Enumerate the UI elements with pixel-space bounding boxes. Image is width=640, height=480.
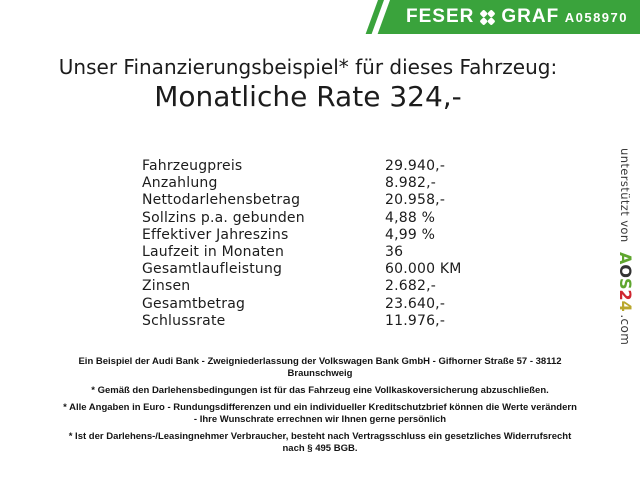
table-row: Sollzins p.a. gebunden 4,88 %	[142, 210, 462, 227]
table-row: Laufzeit in Monaten 36	[142, 244, 462, 261]
row-value: 20.958,-	[385, 192, 446, 209]
row-label: Gesamtbetrag	[142, 295, 246, 312]
disclaimer-line: Braunschweig	[287, 368, 353, 379]
brand-logo: FESER GRAF	[406, 6, 559, 28]
header-banner: FESER GRAF A058970	[0, 0, 640, 34]
table-row: Fahrzeugpreis 29.940,-	[142, 158, 462, 175]
vehicle-id-badge: A058970	[564, 9, 628, 25]
table-row: Zinsen 2.682,-	[142, 278, 462, 295]
row-value: 2.682,-	[385, 278, 436, 295]
disclaimer-line: * Gemäß den Darlehensbedingungen ist für…	[91, 385, 549, 396]
table-row: Gesamtlaufleistung 60.000 KM	[142, 261, 462, 278]
disclaimer-line: - Ihre Wunschrate errechnen wir Ihnen ge…	[193, 414, 447, 425]
row-value: 4,99 %	[385, 226, 436, 243]
row-label: Anzahlung	[142, 175, 218, 192]
table-row: Anzahlung 8.982,-	[142, 175, 462, 192]
headings-block: Unser Finanzierungsbeispiel* für dieses …	[0, 55, 616, 113]
aos24-domain-suffix: .com	[618, 314, 632, 346]
row-label: Zinsen	[142, 278, 191, 295]
finance-table: Fahrzeugpreis 29.940,- Anzahlung 8.982,-…	[142, 158, 462, 330]
row-value: 8.982,-	[385, 175, 436, 192]
disclaimer-line: * Alle Angaben in Euro - Rundungsdiffere…	[63, 402, 577, 413]
clover-icon	[479, 9, 496, 26]
row-value: 11.976,-	[385, 312, 446, 329]
row-label: Fahrzeugpreis	[142, 158, 243, 174]
page-title: Unser Finanzierungsbeispiel* für dieses …	[58, 55, 558, 79]
row-label: Effektiver Jahreszins	[142, 226, 289, 243]
row-label: Gesamtlaufleistung	[142, 261, 283, 278]
row-label: Nettodarlehensbetrag	[142, 192, 301, 209]
row-value: 23.640,-	[385, 295, 446, 312]
row-value: 60.000 KM	[385, 261, 462, 278]
table-row: Nettodarlehensbetrag 20.958,-	[142, 192, 462, 209]
aos24-logo: AOS24	[616, 251, 635, 312]
row-value: 4,88 %	[385, 209, 436, 226]
sidebar-vertical-text: unterstützt von AOS24 .com	[616, 148, 635, 345]
brand-graf-text: GRAF	[501, 6, 560, 27]
brand-feser-text: FESER	[406, 6, 475, 27]
disclaimer-line: Ein Beispiel der Audi Bank - Zweignieder…	[78, 356, 562, 367]
disclaimer-line: * Ist der Darlehens-/Leasingnehmer Verbr…	[68, 431, 572, 442]
row-label: Schlussrate	[142, 312, 226, 329]
row-label: Laufzeit in Monaten	[142, 243, 285, 260]
table-row: Effektiver Jahreszins 4,99 %	[142, 227, 462, 244]
monthly-rate-title: Monatliche Rate 324,-	[154, 80, 462, 113]
disclaimer-block: Ein Beispiel der Audi Bank - Zweignieder…	[22, 356, 618, 455]
row-value: 29.940,-	[385, 158, 446, 174]
row-label: Sollzins p.a. gebunden	[142, 209, 305, 226]
table-row: Schlussrate 11.976,-	[142, 313, 462, 330]
supported-by-label: unterstützt von	[618, 148, 632, 243]
disclaimer-line: nach § 495 BGB.	[282, 443, 358, 454]
row-value: 36	[385, 243, 404, 260]
table-row: Gesamtbetrag 23.640,-	[142, 296, 462, 313]
